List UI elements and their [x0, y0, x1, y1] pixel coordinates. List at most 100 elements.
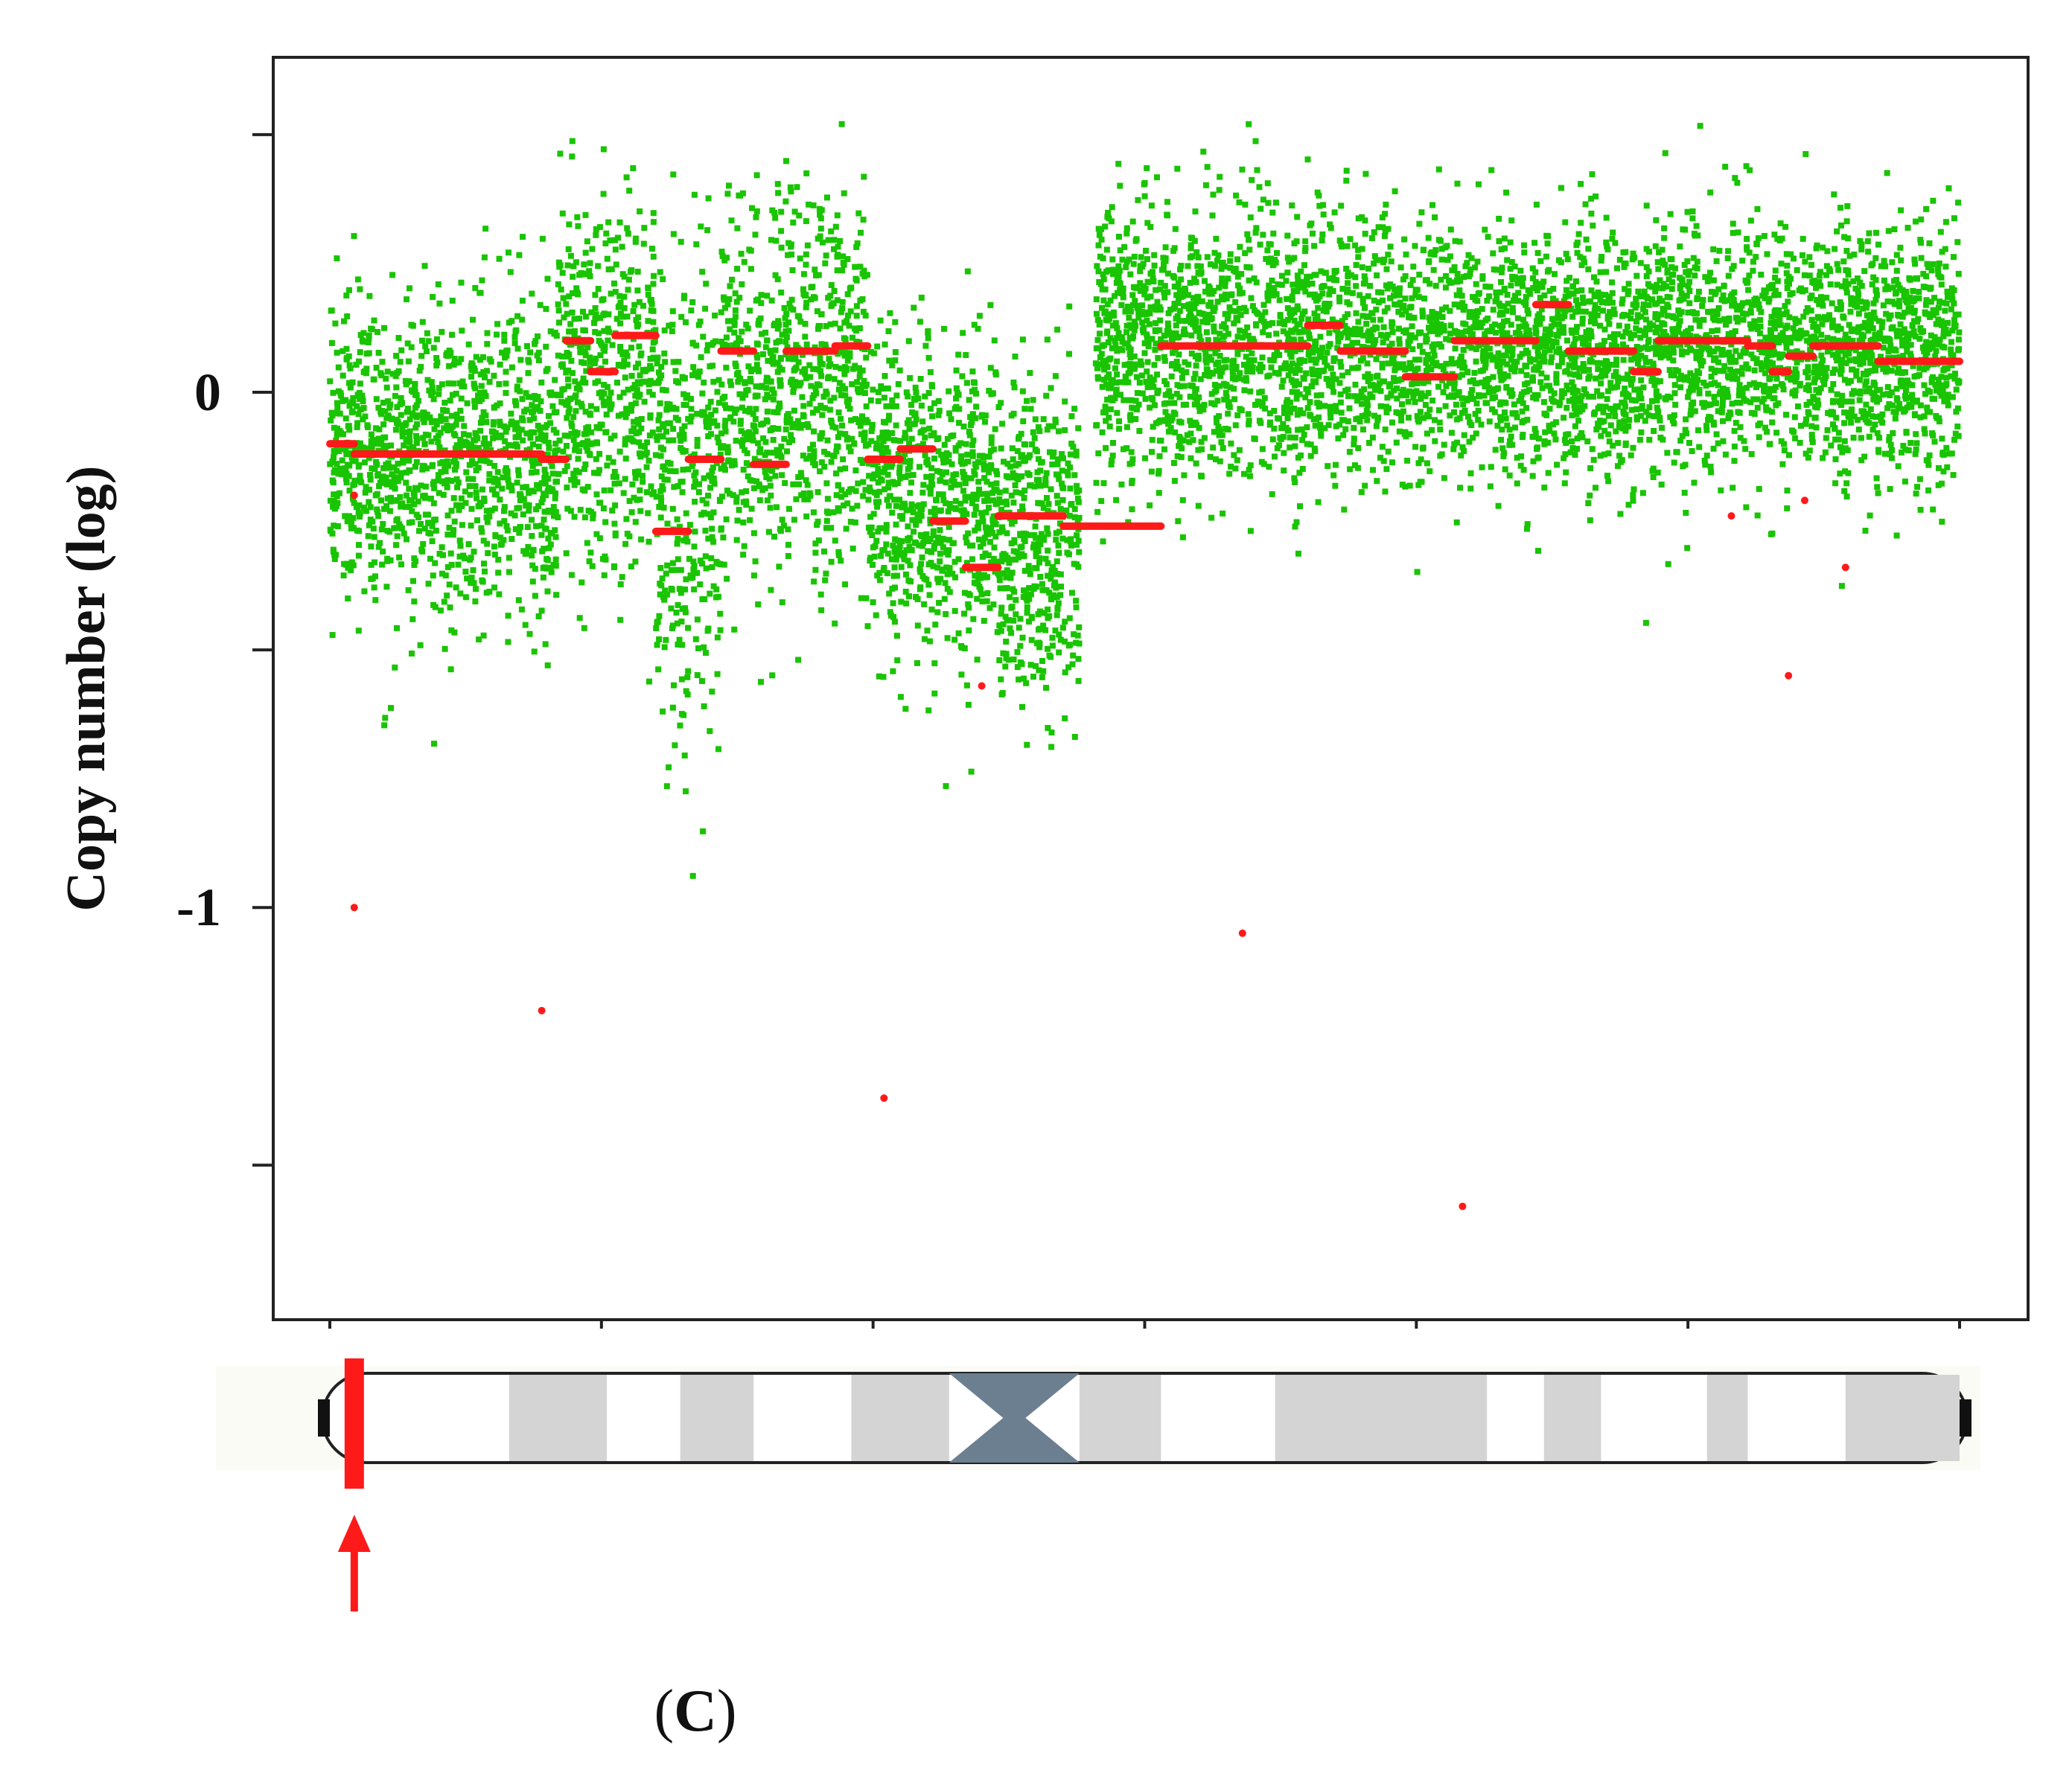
probe-point: [1147, 404, 1153, 411]
probe-point: [1034, 476, 1040, 483]
probe-point: [872, 543, 879, 549]
probe-point: [834, 267, 841, 274]
probe-point: [1148, 468, 1155, 475]
probe-point: [1195, 325, 1202, 331]
probe-point: [801, 496, 808, 502]
probe-point: [753, 362, 760, 368]
probe-point: [699, 269, 706, 275]
probe-point: [1227, 258, 1234, 264]
probe-point: [885, 328, 892, 334]
probe-point: [516, 377, 523, 383]
probe-point: [698, 223, 704, 230]
probe-point: [1056, 649, 1062, 656]
probe-point: [580, 342, 587, 348]
probe-point: [1019, 661, 1025, 668]
probe-point: [650, 219, 657, 226]
probe-point: [743, 322, 750, 328]
probe-point: [444, 592, 450, 599]
probe-point: [771, 390, 777, 397]
probe-point: [646, 678, 652, 685]
probe-point: [922, 393, 928, 400]
probe-point: [1115, 273, 1122, 280]
probe-point: [934, 609, 941, 616]
probe-point: [553, 592, 560, 598]
probe-point: [393, 353, 400, 359]
probe-point: [873, 612, 879, 619]
probe-point: [1023, 680, 1030, 686]
probe-point: [762, 485, 768, 491]
probe-point: [1231, 386, 1237, 392]
probe-point: [1257, 241, 1263, 248]
probe-point: [542, 432, 549, 438]
probe-point: [350, 394, 357, 401]
probe-point: [570, 263, 577, 269]
probe-point: [902, 706, 909, 712]
probe-point: [568, 476, 575, 483]
probe-point: [1134, 374, 1140, 380]
probe-point: [1018, 454, 1024, 460]
probe-point: [779, 366, 785, 373]
probe-point: [978, 510, 984, 517]
probe-point: [994, 471, 1001, 478]
probe-point: [551, 409, 558, 416]
probe-point: [360, 398, 366, 405]
probe-point: [656, 504, 663, 510]
probe-point: [467, 491, 474, 498]
probe-point: [1135, 309, 1142, 316]
probe-point: [679, 642, 686, 648]
probe-point: [663, 428, 669, 435]
probe-point: [1247, 388, 1254, 394]
probe-point: [737, 418, 744, 424]
probe-point: [1264, 180, 1271, 187]
probe-point: [422, 343, 429, 350]
probe-point: [331, 469, 337, 476]
probe-point: [1059, 496, 1066, 503]
probe-point: [844, 500, 851, 507]
probe-point: [1019, 388, 1026, 394]
probe-point: [514, 345, 521, 352]
probe-point: [382, 715, 389, 721]
probe-point: [1075, 537, 1082, 544]
probe-point: [790, 307, 797, 313]
probe-point: [1013, 489, 1019, 496]
probe-point: [899, 516, 905, 522]
probe-point: [803, 291, 809, 298]
probe-point: [503, 352, 510, 359]
probe-point: [953, 367, 960, 374]
probe-point: [1170, 272, 1176, 279]
probe-point: [479, 528, 485, 535]
probe-point: [683, 688, 689, 694]
probe-point: [917, 531, 924, 538]
probe-point: [445, 426, 452, 432]
probe-point: [732, 313, 739, 320]
probe-point: [649, 392, 656, 398]
probe-point: [952, 444, 959, 451]
probe-point: [774, 504, 780, 511]
probe-point: [1109, 322, 1116, 329]
probe-point: [442, 572, 449, 579]
probe-point: [1232, 465, 1239, 472]
probe-point: [442, 416, 449, 423]
probe-point: [643, 366, 650, 373]
probe-point: [574, 214, 581, 220]
probe-point: [1191, 275, 1198, 282]
probe-point: [1119, 347, 1126, 354]
probe-point: [495, 556, 502, 563]
probe-point: [1203, 329, 1210, 336]
probe-point: [615, 412, 622, 419]
probe-point: [994, 500, 1001, 507]
probe-point: [1188, 351, 1195, 357]
probe-point: [359, 337, 366, 344]
probe-point: [1157, 317, 1164, 324]
probe-point: [1201, 435, 1208, 441]
probe-point: [1044, 495, 1050, 501]
probe-point: [795, 424, 802, 430]
probe-point: [934, 564, 941, 571]
probe-point: [355, 552, 362, 559]
probe-point: [515, 467, 522, 473]
probe-point: [1010, 379, 1017, 386]
probe-point: [466, 461, 473, 468]
probe-point: [1212, 456, 1219, 463]
probe-point: [812, 549, 819, 556]
probe-point: [717, 627, 724, 633]
